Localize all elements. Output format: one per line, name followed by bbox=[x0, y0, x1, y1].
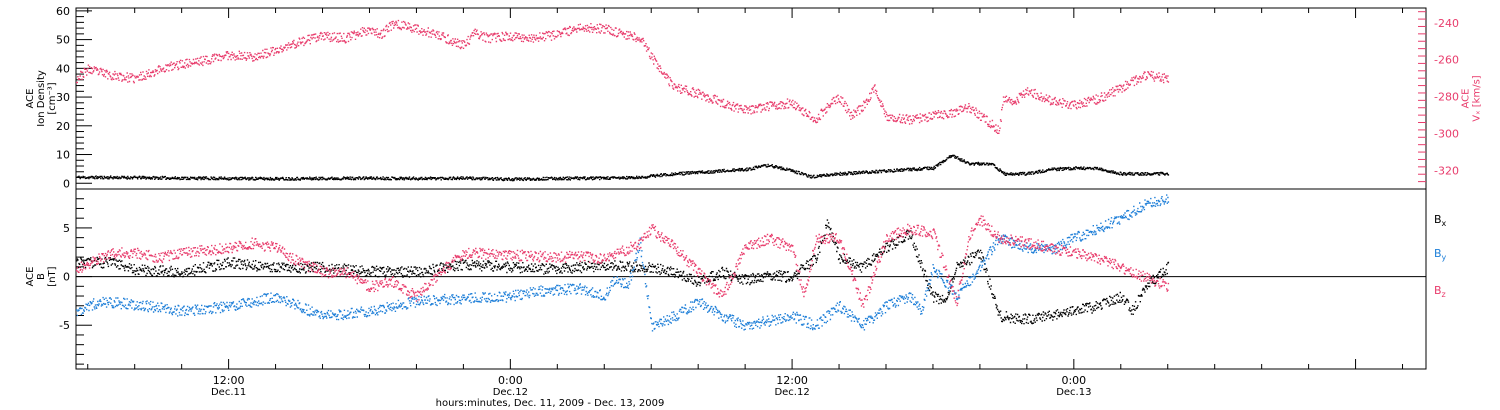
density-axis-title-line: ACE bbox=[25, 89, 36, 109]
density-tick-label: 30 bbox=[56, 91, 70, 104]
legend-bx: Bx bbox=[1434, 213, 1447, 228]
x-axis-title: hours:minutes, Dec. 11, 2009 - Dec. 13, … bbox=[436, 398, 665, 409]
velocity-axis-title-line: ACE bbox=[1461, 89, 1472, 109]
density-tick-label: 50 bbox=[56, 34, 70, 47]
field-axis-title-line: [nT] bbox=[47, 266, 58, 286]
date-tick-label: Dec.11 bbox=[211, 387, 246, 398]
velocity-axis-title: ACE Vₓ [km/s] bbox=[1461, 75, 1483, 121]
density-axis-title-line: [cm⁻³] bbox=[47, 82, 58, 114]
density-tick-label: 60 bbox=[56, 5, 70, 18]
field-axis-title-line: B bbox=[36, 273, 47, 280]
time-axis: 12:00Dec.110:00Dec.1212:00Dec.120:00Dec.… bbox=[87, 8, 1404, 409]
date-tick-label: Dec.12 bbox=[493, 387, 528, 398]
velocity-axis-title-line: Vₓ [km/s] bbox=[1472, 75, 1483, 121]
date-tick-label: Dec.12 bbox=[774, 387, 809, 398]
legend-by: By bbox=[1434, 247, 1447, 262]
time-tick-label: 12:00 bbox=[776, 374, 808, 387]
bx-series bbox=[76, 219, 1170, 325]
time-tick-label: 0:00 bbox=[1061, 374, 1086, 387]
time-tick-label: 12:00 bbox=[213, 374, 245, 387]
velocity-tick-label: -280 bbox=[1434, 91, 1459, 104]
field-axis-title-line: ACE bbox=[25, 267, 36, 287]
velocity-series bbox=[76, 19, 1170, 134]
panel-frame-bottom bbox=[75, 188, 1427, 370]
velocity-tick-label: -320 bbox=[1434, 165, 1459, 178]
field-tick-label: -5 bbox=[59, 319, 70, 332]
panel-frame-top bbox=[75, 7, 1427, 190]
field-tick-label: 0 bbox=[63, 271, 70, 284]
density-tick-label: 0 bbox=[63, 177, 70, 190]
density-axis-title: ACE Ion Density [cm⁻³] bbox=[25, 70, 58, 127]
density-series bbox=[76, 154, 1170, 182]
density-tick-label: 10 bbox=[56, 149, 70, 162]
density-tick-label: 20 bbox=[56, 120, 70, 133]
legend-bz: Bz bbox=[1434, 284, 1446, 299]
time-tick-label: 0:00 bbox=[498, 374, 523, 387]
density-axis-title-line: Ion Density bbox=[36, 70, 47, 127]
field-tick-label: 5 bbox=[63, 222, 70, 235]
magnetic-field-panel: -5 0 5 ACE B [nT] Bx By Bz bbox=[25, 188, 1447, 370]
date-tick-label: Dec.13 bbox=[1056, 387, 1091, 398]
density-tick-label: 40 bbox=[56, 62, 70, 75]
by-series bbox=[76, 194, 1170, 332]
velocity-tick-label: -240 bbox=[1434, 17, 1459, 30]
velocity-tick-label: -260 bbox=[1434, 54, 1459, 67]
velocity-tick-label: -300 bbox=[1434, 128, 1459, 141]
field-axis-title: ACE B [nT] bbox=[25, 266, 58, 286]
